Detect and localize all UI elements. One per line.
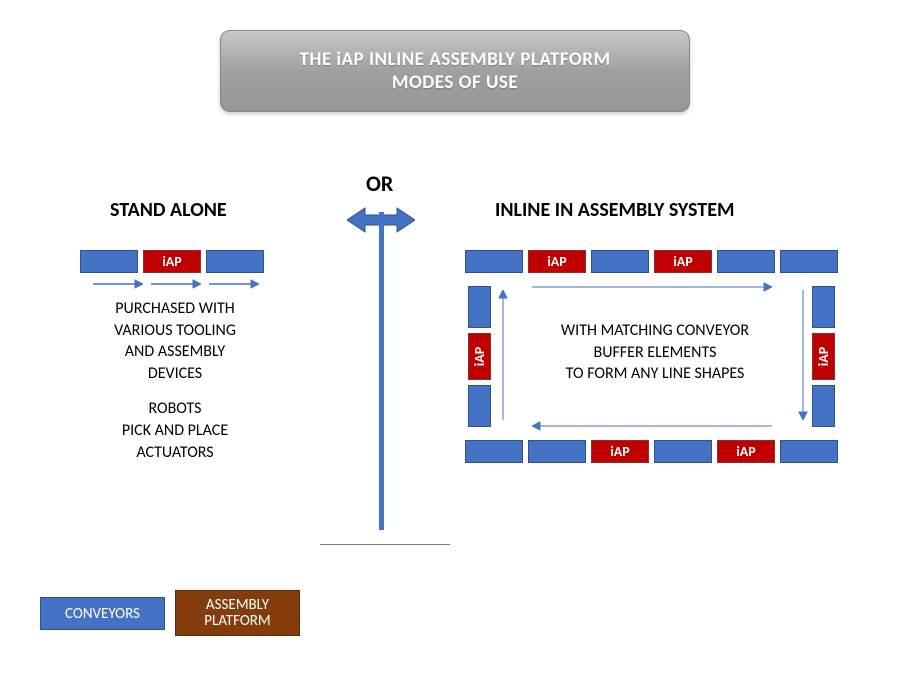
title-line2: MODES OF USE xyxy=(221,71,689,94)
title-banner: THE iAP INLINE ASSEMBLY PLATFORM MODES O… xyxy=(220,30,690,112)
legend-conveyors: CONVEYORS xyxy=(40,597,165,630)
loop-arrow-top xyxy=(532,281,772,293)
right-center-l3: TO FORM ANY LINE SHAPES xyxy=(520,363,790,385)
left-desc: PURCHASED WITH VARIOUS TOOLING AND ASSEM… xyxy=(80,298,270,463)
r-top-1 xyxy=(465,250,523,273)
left-conveyor-2 xyxy=(206,250,264,273)
r-bot-1 xyxy=(465,440,523,463)
left-iap: iAP xyxy=(143,250,201,273)
r-top-3 xyxy=(591,250,649,273)
r-top-5 xyxy=(717,250,775,273)
r-bot-6 xyxy=(780,440,838,463)
flow-arrow-icon xyxy=(209,278,259,290)
right-heading: INLINE IN ASSEMBLY SYSTEM xyxy=(495,198,734,222)
loop-arrow-right xyxy=(797,290,809,420)
r-bot-5-iap: iAP xyxy=(717,440,775,463)
iap-label: iAP xyxy=(610,443,629,460)
r-bot-2 xyxy=(528,440,586,463)
r-bot-3-iap: iAP xyxy=(591,440,649,463)
spacer xyxy=(80,384,270,398)
r-left-3 xyxy=(468,385,491,427)
vertical-divider xyxy=(379,212,384,530)
r-left-1 xyxy=(468,286,491,328)
left-desc-l5: ROBOTS xyxy=(80,398,270,420)
legend-conveyors-label: CONVEYORS xyxy=(65,605,140,623)
title-line1: THE iAP INLINE ASSEMBLY PLATFORM xyxy=(221,48,689,71)
r-right-2-iap: iAP xyxy=(812,333,835,380)
left-desc-l3: AND ASSEMBLY xyxy=(80,341,270,363)
loop-arrow-left xyxy=(497,290,509,420)
loop-arrow-bottom xyxy=(532,420,772,432)
r-right-1 xyxy=(812,286,835,328)
legend-assembly: ASSEMBLY PLATFORM xyxy=(175,590,300,636)
iap-label: iAP xyxy=(815,347,832,366)
left-heading: STAND ALONE xyxy=(110,198,227,222)
flow-arrow-icon xyxy=(151,278,201,290)
baseline-line xyxy=(320,544,450,545)
iap-label: iAP xyxy=(162,253,181,270)
r-top-6 xyxy=(780,250,838,273)
left-desc-l2: VARIOUS TOOLING xyxy=(80,320,270,342)
left-desc-l7: ACTUATORS xyxy=(80,442,270,464)
r-right-3 xyxy=(812,385,835,427)
r-top-2-iap: iAP xyxy=(528,250,586,273)
iap-label: iAP xyxy=(673,253,692,270)
right-center-l2: BUFFER ELEMENTS xyxy=(520,342,790,364)
iap-label: iAP xyxy=(471,347,488,366)
left-desc-l6: PICK AND PLACE xyxy=(80,420,270,442)
r-bot-4 xyxy=(654,440,712,463)
r-top-4-iap: iAP xyxy=(654,250,712,273)
legend-asm-l1: ASSEMBLY xyxy=(206,597,269,614)
left-desc-l1: PURCHASED WITH xyxy=(80,298,270,320)
legend-asm-l2: PLATFORM xyxy=(204,613,271,630)
left-desc-l4: DEVICES xyxy=(80,363,270,385)
iap-label: iAP xyxy=(736,443,755,460)
flow-arrow-icon xyxy=(93,278,143,290)
or-label: OR xyxy=(366,170,393,197)
right-center-l1: WITH MATCHING CONVEYOR xyxy=(520,320,790,342)
left-conveyor-1 xyxy=(80,250,138,273)
right-center-text: WITH MATCHING CONVEYOR BUFFER ELEMENTS T… xyxy=(520,320,790,385)
iap-label: iAP xyxy=(547,253,566,270)
r-left-2-iap: iAP xyxy=(468,333,491,380)
